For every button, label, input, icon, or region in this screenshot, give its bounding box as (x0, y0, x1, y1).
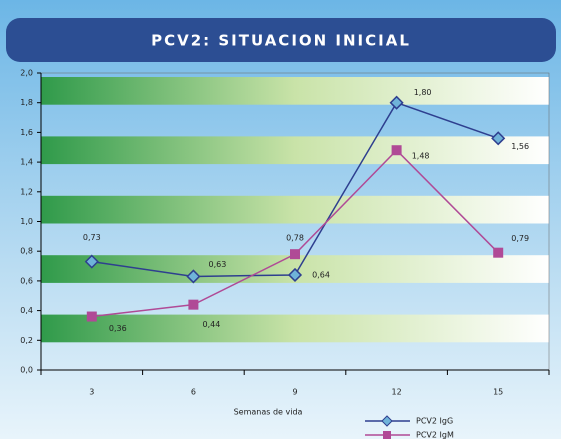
marker (491, 131, 506, 146)
y-tick-label: 0,6 (20, 276, 33, 285)
marker (389, 95, 404, 110)
data-label: 1,80 (414, 88, 432, 97)
marker (391, 145, 402, 156)
y-tick-label: 1,8 (20, 98, 33, 107)
marker (84, 254, 99, 269)
y-tick-label: 2,0 (20, 69, 33, 78)
y-tick-label: 1,0 (20, 217, 33, 226)
y-tick-label: 0,2 (20, 336, 33, 345)
y-tick-label: 0,0 (20, 366, 33, 375)
title-banner (6, 18, 556, 62)
marker (188, 299, 199, 310)
data-label: 1,56 (511, 142, 529, 151)
y-tick-label: 1,4 (20, 158, 33, 167)
stripe (41, 136, 549, 165)
data-label: 0,44 (202, 320, 220, 329)
y-tick-label: 1,6 (20, 128, 33, 137)
x-tick-label: 6 (191, 388, 196, 397)
data-label: 0,36 (109, 324, 127, 333)
marker (290, 249, 300, 260)
data-label: 1,48 (412, 152, 430, 161)
y-tick-label: 0,4 (20, 306, 33, 315)
legend-marker (381, 415, 393, 427)
x-tick-label: 12 (392, 388, 402, 397)
x-axis-label: Semanas de vida (234, 408, 303, 417)
y-tick-label: 0,8 (20, 247, 33, 256)
y-tick-label: 1,2 (20, 187, 33, 196)
data-label: 0,64 (312, 270, 330, 279)
data-label: 0,78 (286, 234, 304, 243)
data-label: 0,79 (511, 234, 529, 243)
legend-label: PCV2 IgM (416, 431, 454, 439)
legend-marker (383, 431, 391, 439)
x-tick-label: 3 (89, 388, 94, 397)
marker (493, 247, 504, 258)
x-tick-label: 9 (292, 388, 297, 397)
data-label: 0,73 (83, 233, 101, 242)
legend-label: PCV2 IgG (416, 417, 453, 426)
marker (86, 311, 97, 322)
stripe (41, 314, 549, 343)
x-tick-label: 15 (493, 388, 503, 397)
chart-title: PCV2: SITUACION INICIAL (151, 32, 411, 50)
marker (186, 269, 201, 284)
stripe (41, 77, 549, 105)
data-label: 0,63 (208, 260, 226, 269)
marker (287, 267, 303, 283)
stripe (41, 195, 549, 224)
